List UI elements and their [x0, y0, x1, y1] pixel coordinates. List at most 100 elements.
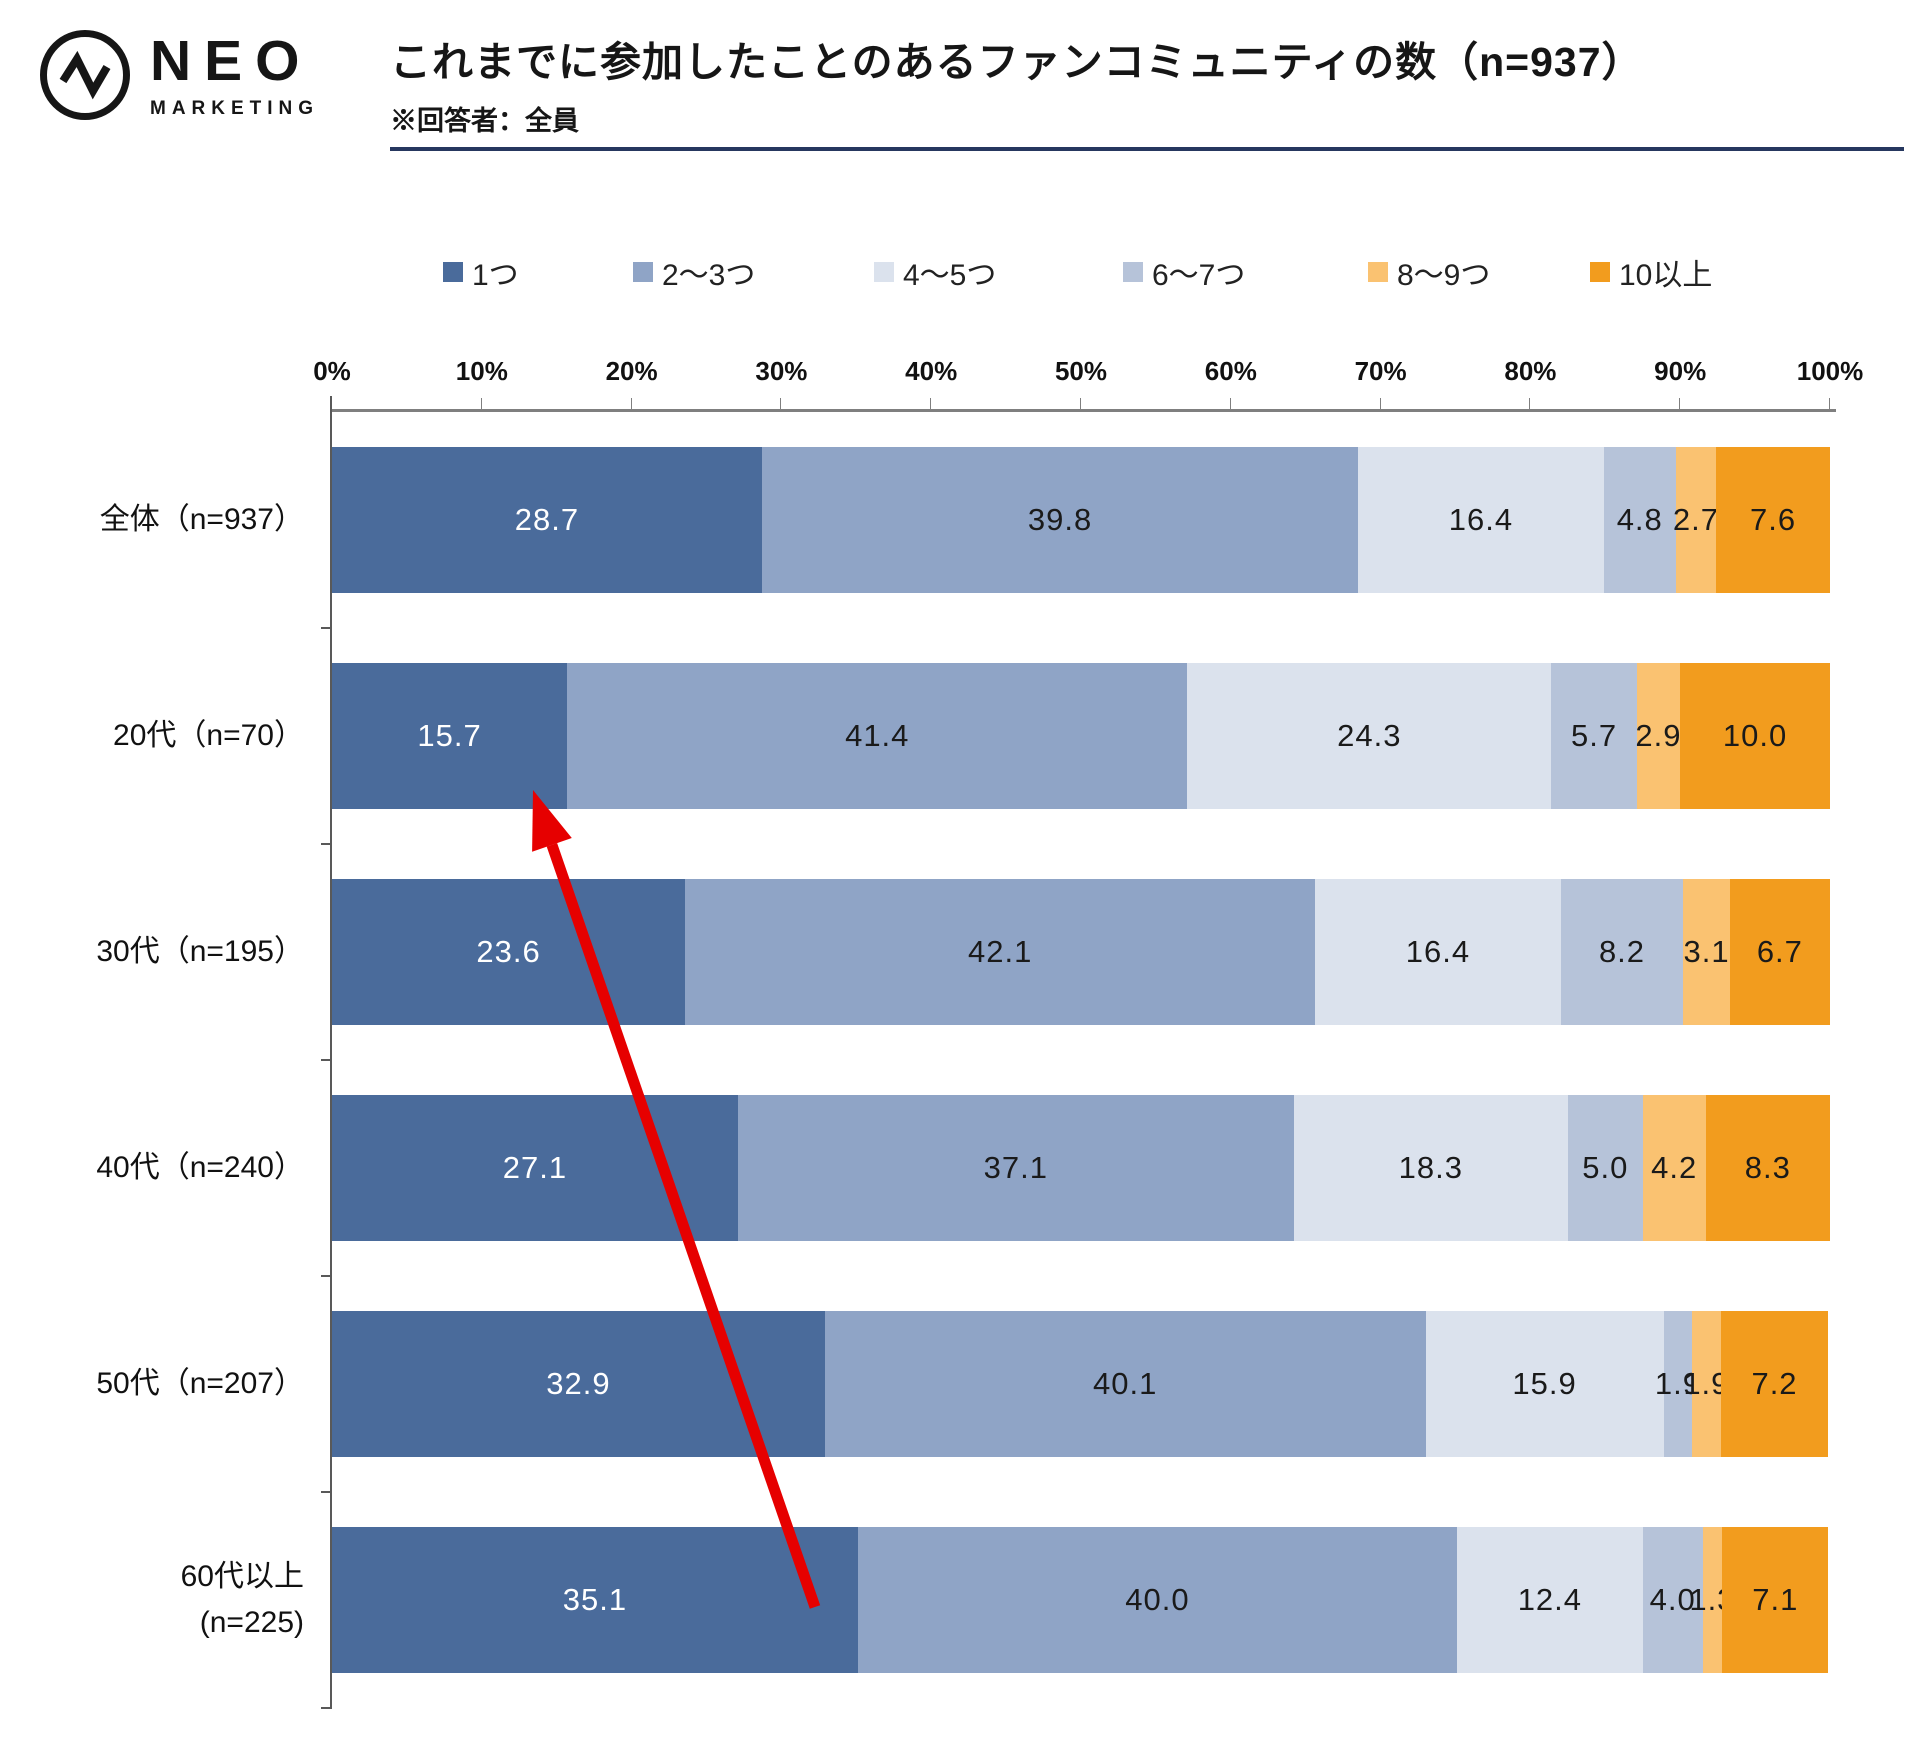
x-axis-tick [1679, 398, 1681, 409]
logo-words: NEO MARKETING [150, 28, 320, 119]
bar-segment: 7.2 [1720, 1311, 1829, 1457]
bar-segment: 15.9 [1425, 1311, 1664, 1457]
bar-segment: 7.1 [1722, 1527, 1829, 1673]
legend-swatch [1123, 262, 1143, 282]
y-axis-tick [321, 627, 332, 629]
x-axis-tick-label: 20% [605, 356, 658, 386]
x-axis-labels: 0% 10% 20% 30% 40% 50% 60% 70% 80% 90% 100% [313, 356, 1863, 388]
bar-segment: 41.4 [567, 663, 1188, 809]
x-axis-tick [1529, 398, 1531, 409]
legend-label: 4～5つ [903, 259, 997, 292]
bar-segment: 24.3 [1187, 663, 1552, 809]
bar-segment: 32.9 [332, 1311, 825, 1457]
segment-value-label: 15.7 [417, 718, 482, 753]
segment-value-label: 15.9 [1512, 1366, 1577, 1401]
bar-segment: 5.7 [1551, 663, 1637, 809]
segment-value-label: 7.2 [1751, 1366, 1798, 1401]
x-axis-tick [1080, 398, 1081, 409]
x-axis-line [330, 409, 1836, 412]
segment-value-label: 28.7 [514, 502, 580, 537]
bar-segment: 4.2 [1642, 1095, 1706, 1241]
bar-row: 15.7 41.4 24.3 5.7 2.9 10.0 [332, 663, 1830, 809]
bar-segment: 27.1 [332, 1095, 738, 1241]
segment-value-label: 39.8 [1027, 502, 1093, 537]
x-axis-tick-label: 0% [313, 356, 351, 386]
bar-segment: 4.0 [1642, 1527, 1703, 1673]
pulse-icon [40, 30, 130, 120]
segment-value-label: 6.7 [1756, 934, 1803, 969]
category-label: 20代（n=70） [113, 718, 304, 752]
category-labels: 全体（n=937） 20代（n=70） 30代（n=195） 40代（n=240） 50… [0, 412, 318, 1708]
legend-swatch [633, 262, 653, 282]
bar-segment: 39.8 [761, 447, 1359, 593]
legend-label: 6～7つ [1152, 259, 1246, 292]
bar-segment: 12.4 [1456, 1527, 1643, 1673]
x-axis-tick [630, 398, 632, 409]
y-axis-tick [321, 1275, 332, 1277]
bar-segment: 3.1 [1683, 879, 1730, 1025]
bar-segment: 4.8 [1603, 447, 1676, 593]
segment-value-label: 3.1 [1683, 934, 1730, 969]
legend: 1つ 2～3つ 4～5つ 6～7つ 8～9つ 10以上 [0, 250, 1919, 294]
legend-swatch [1590, 262, 1610, 282]
legend-item: 10以上 [1590, 250, 1712, 294]
y-axis-line [330, 396, 332, 1708]
bar-row: 35.1 40.0 12.4 4.0 1.3 7.1 [332, 1527, 1830, 1673]
segment-value-label: 32.9 [546, 1366, 611, 1401]
segment-value-label: 12.4 [1517, 1582, 1583, 1617]
segment-value-label: 35.1 [562, 1582, 628, 1617]
bar-segment: 10.0 [1680, 663, 1830, 809]
y-axis-tick [321, 843, 332, 845]
header-divider [390, 147, 1904, 151]
x-axis-tick [930, 398, 932, 409]
x-axis-tick-label: 50% [1054, 356, 1108, 386]
plot-area: 28.7 39.8 16.4 4.8 2.7 7.6 15.7 41.4 24.3 5.7 2.9 1… [321, 396, 1836, 1709]
segment-value-label: 2.7 [1672, 502, 1719, 537]
bar-segment: 6.7 [1729, 879, 1830, 1025]
bar-segment: 40.0 [857, 1527, 1457, 1673]
bar-segment: 16.4 [1358, 447, 1604, 593]
bar-segment: 23.6 [332, 879, 686, 1025]
bar-row: 32.9 40.1 15.9 1.9 1.9 7.2 [332, 1311, 1830, 1457]
segment-value-label: 24.3 [1337, 718, 1402, 753]
category-label: 40代（n=240） [96, 1150, 304, 1184]
segment-value-label: 40.1 [1093, 1366, 1158, 1401]
x-axis-tick [1829, 398, 1830, 409]
segment-value-label: 4.2 [1651, 1150, 1698, 1185]
segment-value-label: 41.4 [845, 718, 910, 753]
bar-segment: 37.1 [737, 1095, 1294, 1241]
segment-value-label: 5.7 [1570, 718, 1618, 753]
logo-sub: MARKETING [150, 97, 320, 119]
bar-segment: 8.2 [1560, 879, 1684, 1025]
logo-name: NEO [150, 28, 313, 93]
legend-item: 8～9つ [1368, 250, 1490, 294]
y-axis-tick [321, 1059, 332, 1061]
legend-label: 1つ [472, 259, 519, 292]
segment-value-label: 40.0 [1125, 1582, 1190, 1617]
bar-segment: 2.7 [1672, 447, 1719, 593]
bar-segment: 18.3 [1293, 1095, 1568, 1241]
x-axis-tick-label: 90% [1654, 356, 1707, 386]
segment-value-label: 27.1 [502, 1150, 568, 1185]
x-axis-tick-label: 30% [755, 356, 808, 386]
legend-item: 4～5つ [874, 250, 996, 294]
legend-label: 2～3つ [662, 259, 756, 292]
segment-value-label: 10.0 [1722, 718, 1788, 753]
bar-segment: 8.3 [1705, 1095, 1830, 1241]
bar-segment: 35.1 [332, 1527, 858, 1673]
neo-marketing-logo: NEO MARKETING [40, 30, 319, 120]
bar-segment: 42.1 [685, 879, 1316, 1025]
category-label: 50代（n=207） [96, 1366, 304, 1400]
segment-value-label: 42.1 [968, 934, 1033, 969]
segment-value-label: 37.1 [983, 1150, 1048, 1185]
x-axis-tick-label: 40% [905, 356, 958, 386]
segment-value-label: 4.0 [1649, 1582, 1696, 1617]
x-axis-tick-label: 60% [1204, 356, 1257, 386]
page-title: これまでに参加したことのあるファンコミュニティの数（n=937） [390, 39, 1644, 85]
category-label: 全体（n=937） [99, 502, 304, 536]
segment-value-label: 23.6 [476, 934, 541, 969]
segment-value-label: 2.9 [1635, 718, 1682, 753]
bar-segment: 28.7 [332, 447, 762, 593]
legend-swatch [443, 262, 463, 282]
